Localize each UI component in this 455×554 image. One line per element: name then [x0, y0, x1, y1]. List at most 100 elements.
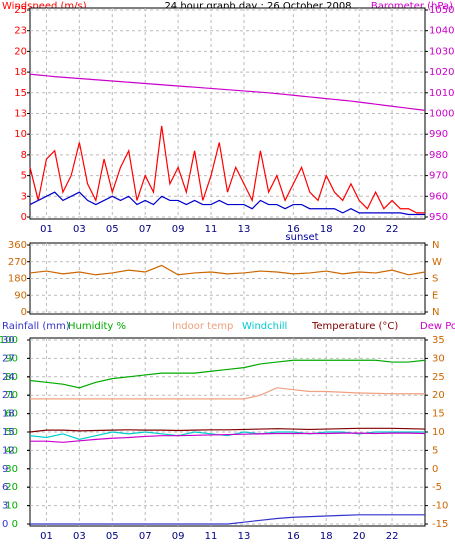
tick-label: 50 — [5, 427, 18, 438]
x-tick-label: 09 — [172, 224, 185, 235]
series-line — [29, 125, 425, 214]
series-line — [29, 359, 426, 389]
tick-label: 1010 — [429, 88, 454, 99]
tick-label: 30 — [5, 464, 18, 475]
x-tick-label: 11 — [205, 224, 218, 235]
tick-label: N — [432, 240, 439, 251]
tick-label: 35 — [432, 335, 445, 346]
tick-label: W — [432, 257, 442, 268]
chart-title: 24 hour graph day : 26 October 2008 — [164, 1, 351, 12]
series-line — [29, 427, 426, 433]
tick-label: 1000 — [429, 109, 454, 120]
x-tick-label: 16 — [287, 224, 300, 235]
series-line — [29, 431, 425, 440]
tick-label: 27 — [2, 353, 15, 364]
tick-label: 6 — [2, 482, 8, 493]
series-line — [30, 514, 425, 525]
tick-label: 25 — [14, 5, 27, 16]
tick-label: 20 — [14, 46, 27, 57]
tick-label: 970 — [429, 171, 448, 182]
tick-label: 30 — [432, 353, 445, 364]
tick-label: 90 — [14, 290, 27, 301]
tick-label: 18 — [14, 67, 27, 78]
tick-label: 950 — [429, 212, 448, 223]
tick-label: -10 — [432, 501, 448, 512]
tick-label: 0 — [432, 464, 438, 475]
plot-area — [29, 337, 426, 527]
legend-label: Temperature (°C) — [311, 321, 398, 332]
tick-label: 10 — [432, 427, 445, 438]
tick-label: 25 — [432, 372, 445, 383]
tick-label: 9 — [2, 464, 8, 475]
annotation: sunset — [285, 232, 318, 243]
x-tick-label: 05 — [106, 531, 119, 542]
series-line — [30, 432, 426, 443]
tick-label: 90 — [5, 353, 18, 364]
series-line — [29, 191, 425, 216]
tick-label: 0 — [21, 307, 27, 318]
x-tick-label: 18 — [320, 531, 333, 542]
x-tick-label: 18 — [320, 224, 333, 235]
y-axis-label: Windspeed (m/s) — [2, 1, 87, 12]
tick-label: 360 — [8, 240, 27, 251]
series-line — [29, 264, 426, 276]
tick-label: N — [432, 307, 439, 318]
tick-label: 8 — [21, 150, 27, 161]
tick-label: 23 — [14, 26, 27, 37]
x-tick-label: 20 — [353, 531, 366, 542]
y2-axis-label: Barometer (hPa) — [371, 1, 453, 12]
legend-label: Windchill — [242, 321, 287, 332]
x-tick-label: 01 — [40, 224, 53, 235]
tick-label: 980 — [429, 150, 448, 161]
tick-label: 15 — [2, 427, 15, 438]
legend-label: Dew Point — [420, 321, 455, 332]
tick-label: 3 — [21, 191, 27, 202]
plot-area — [29, 242, 426, 315]
tick-label: S — [432, 274, 438, 285]
tick-label: 180 — [8, 274, 27, 285]
tick-label: 18 — [2, 409, 15, 420]
tick-label: 24 — [2, 372, 15, 383]
tick-label: 21 — [2, 390, 15, 401]
tick-label: -15 — [432, 519, 448, 530]
x-tick-label: 11 — [205, 531, 218, 542]
x-tick-label: 07 — [139, 224, 152, 235]
tick-label: 960 — [429, 191, 448, 202]
series-line — [30, 387, 425, 400]
tick-label: E — [432, 290, 438, 301]
legend-label: Indoor temp — [172, 321, 233, 332]
tick-label: 0 — [21, 212, 27, 223]
tick-label: 12 — [2, 445, 15, 456]
tick-label: 5 — [432, 445, 438, 456]
x-tick-label: 13 — [238, 531, 251, 542]
tick-label: 15 — [432, 409, 445, 420]
tick-label: 1030 — [429, 46, 454, 57]
tick-label: -5 — [432, 482, 442, 493]
tick-label: 40 — [5, 445, 18, 456]
tick-label: 0 — [2, 519, 8, 530]
tick-label: 60 — [5, 409, 18, 420]
x-tick-label: 22 — [386, 224, 399, 235]
x-tick-label: 22 — [386, 531, 399, 542]
tick-label: 30 — [2, 335, 15, 346]
legend-label: Rainfall (mm) — [2, 321, 70, 332]
tick-label: 1050 — [429, 5, 454, 16]
tick-label: 13 — [14, 109, 27, 120]
tick-label: 270 — [8, 257, 27, 268]
x-tick-label: 03 — [73, 224, 86, 235]
series-line — [29, 73, 426, 111]
tick-label: 10 — [14, 129, 27, 140]
tick-label: 990 — [429, 129, 448, 140]
x-tick-label: 03 — [73, 531, 86, 542]
tick-label: 20 — [5, 482, 18, 493]
tick-label: 100 — [0, 335, 18, 346]
tick-label: 20 — [432, 390, 445, 401]
x-tick-label: 13 — [238, 224, 251, 235]
tick-label: 10 — [5, 501, 18, 512]
tick-label: 80 — [5, 372, 18, 383]
tick-label: 1040 — [429, 26, 454, 37]
x-tick-label: 07 — [139, 531, 152, 542]
tick-label: 3 — [2, 501, 8, 512]
tick-label: 15 — [14, 88, 27, 99]
